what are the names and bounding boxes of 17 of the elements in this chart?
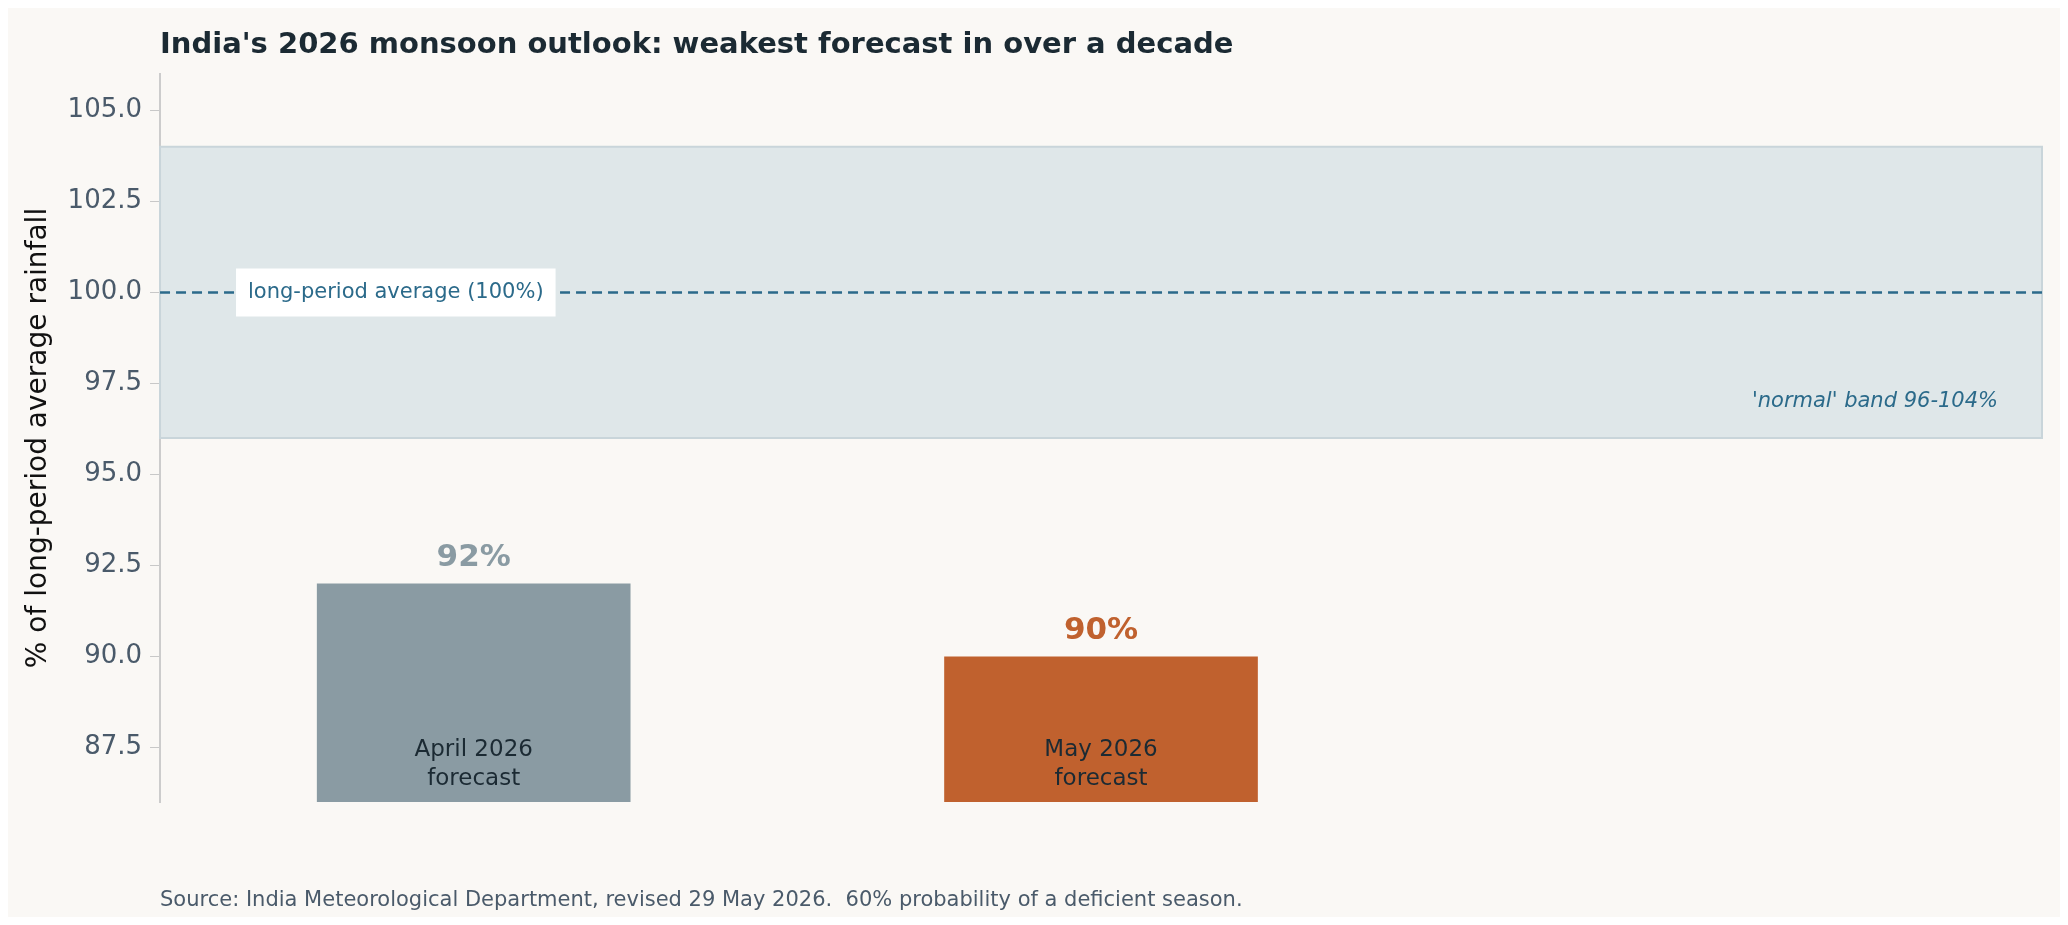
y-tick-label: 102.5 [67, 184, 143, 215]
y-tick-label: 105.0 [67, 93, 143, 124]
x-tick-label: May 2026 forecast [1044, 734, 1158, 790]
y-tick-label: 100.0 [67, 275, 143, 306]
y-axis-title: % of long-period average rainfall [20, 207, 54, 669]
data-label: 92% [436, 537, 511, 574]
ref-line-label: long-period average (100%) [248, 278, 544, 303]
chart-title: India's 2026 monsoon outlook: weakest forecast in over a decade [160, 25, 1234, 60]
x-tick-label: April 2026 forecast [414, 734, 533, 790]
source-note: Source: India Meteorological Department, revised 29 May 2026. 60% probability of a deficient season. [160, 887, 1243, 912]
band-label: 'normal' band 96-104% [1751, 388, 1998, 413]
y-tick-label: 95.0 [84, 457, 143, 488]
y-tick-label: 90.0 [84, 639, 143, 670]
data-label: 90% [1063, 609, 1139, 646]
y-tick-label: 87.5 [84, 730, 143, 761]
y-tick-label: 92.5 [84, 548, 143, 579]
y-tick-label: 97.5 [84, 366, 143, 397]
